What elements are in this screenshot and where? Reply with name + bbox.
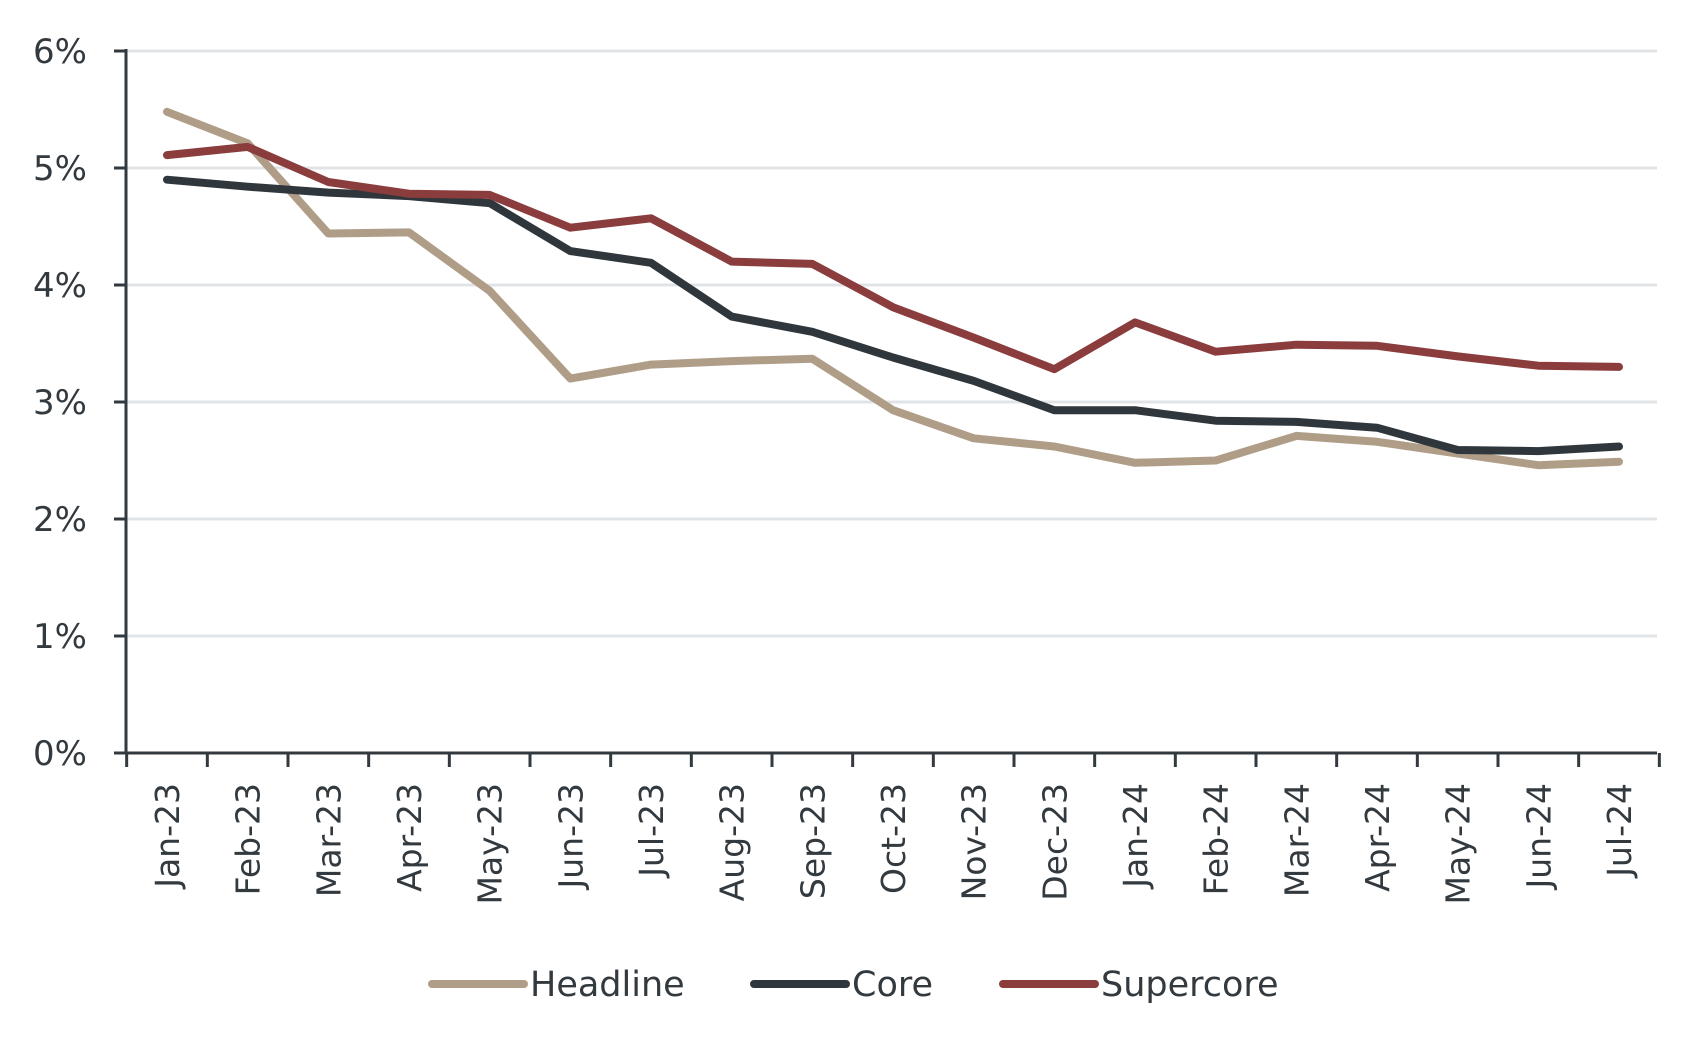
gridlines	[126, 49, 1657, 638]
y-tick-label: 6%	[33, 32, 87, 72]
x-tick-label: Jul-23	[632, 783, 671, 879]
x-tick-label: Apr-23	[390, 783, 429, 892]
series-line-headline	[163, 107, 1623, 470]
x-axis: Jan-23 Feb-23 Mar-23 Apr-23 May-23 Jun-23 Jul-…	[125, 751, 1661, 905]
y-tick-label: 0%	[33, 734, 87, 774]
x-tick-label: Jun-23	[551, 783, 590, 890]
y-tick-label: 5%	[33, 149, 87, 189]
x-tick-label: Jun-24	[1519, 783, 1558, 890]
y-tick-label: 3%	[33, 383, 87, 423]
x-tick-label: Jan-23	[148, 783, 187, 890]
legend-label-core: Core	[852, 965, 933, 1005]
x-tick-label: Mar-24	[1277, 783, 1316, 897]
x-tick-label: May-24	[1439, 783, 1478, 905]
x-tick-label: Apr-24	[1358, 783, 1397, 892]
legend: Headline Core Supercore	[428, 965, 1279, 1005]
x-tick-label: May-23	[471, 783, 510, 905]
legend-label-supercore: Supercore	[1101, 965, 1279, 1005]
y-tick-label: 2%	[33, 500, 87, 540]
x-tick-label: Dec-23	[1035, 783, 1074, 901]
legend-label-headline: Headline	[530, 965, 685, 1005]
x-tick-label: Nov-23	[955, 783, 994, 900]
x-tick-label: Feb-24	[1197, 783, 1236, 895]
x-tick-label: Jan-24	[1116, 783, 1155, 890]
series-lines	[163, 107, 1623, 470]
y-tick-label: 1%	[33, 617, 87, 657]
x-tick-label: Jul-24	[1600, 783, 1639, 879]
series-line-supercore	[163, 142, 1623, 374]
x-tick-label: Sep-23	[793, 783, 832, 899]
y-tick-label: 4%	[33, 266, 87, 306]
x-tick-label: Mar-23	[309, 783, 348, 897]
y-axis: 0% 1% 2% 3% 4% 5% 6%	[33, 32, 128, 774]
x-tick-label: Feb-23	[229, 783, 268, 895]
x-tick-label: Oct-23	[874, 783, 913, 894]
x-tick-label: Aug-23	[713, 783, 752, 901]
